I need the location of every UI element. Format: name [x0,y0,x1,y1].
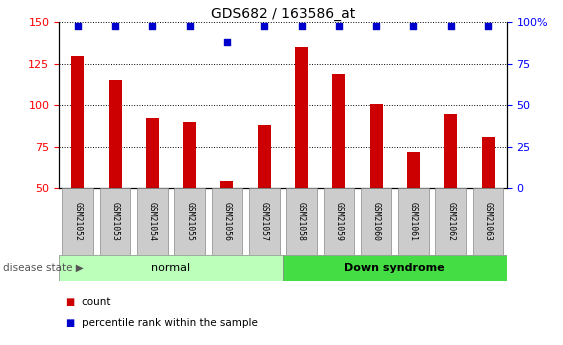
Bar [183,122,196,188]
FancyBboxPatch shape [286,188,317,255]
Text: GSM21061: GSM21061 [409,202,418,241]
Bar [481,137,494,188]
Point [260,23,269,29]
FancyBboxPatch shape [212,188,242,255]
FancyBboxPatch shape [398,188,429,255]
FancyBboxPatch shape [361,188,391,255]
Bar [370,104,383,188]
Text: GSM21062: GSM21062 [446,202,455,241]
Text: Down syndrome: Down syndrome [345,263,445,273]
Text: GSM21057: GSM21057 [260,202,269,241]
FancyBboxPatch shape [59,255,283,281]
Bar [109,80,122,188]
Text: disease state ▶: disease state ▶ [3,263,83,273]
FancyBboxPatch shape [435,188,466,255]
Point [185,23,194,29]
FancyBboxPatch shape [283,255,507,281]
Text: GSM21052: GSM21052 [73,202,82,241]
Text: GSM21060: GSM21060 [372,202,381,241]
Point [334,23,343,29]
Bar [444,114,457,188]
Text: GSM21058: GSM21058 [297,202,306,241]
FancyBboxPatch shape [62,188,93,255]
FancyBboxPatch shape [100,188,131,255]
Point [446,23,455,29]
FancyBboxPatch shape [175,188,205,255]
Text: GSM21055: GSM21055 [185,202,194,241]
Text: GSM21053: GSM21053 [110,202,119,241]
Text: GSM21059: GSM21059 [334,202,343,241]
Point [110,23,119,29]
FancyBboxPatch shape [473,188,503,255]
Text: percentile rank within the sample: percentile rank within the sample [82,318,257,327]
Text: ■: ■ [65,297,74,307]
Bar [221,181,234,188]
FancyBboxPatch shape [249,188,280,255]
Text: normal: normal [151,263,190,273]
Text: GSM21063: GSM21063 [484,202,493,241]
Point [484,23,493,29]
Bar [258,125,271,188]
Bar [407,151,420,188]
Point [73,23,82,29]
Text: ■: ■ [65,318,74,327]
Title: GDS682 / 163586_at: GDS682 / 163586_at [211,7,355,21]
Text: count: count [82,297,111,307]
FancyBboxPatch shape [137,188,168,255]
Text: GSM21056: GSM21056 [222,202,231,241]
Bar [146,118,159,188]
Bar [72,56,84,188]
Point [297,23,306,29]
Point [148,23,157,29]
Text: GSM21054: GSM21054 [148,202,157,241]
Bar [332,74,345,188]
Point [222,40,231,45]
Point [372,23,381,29]
Bar [295,47,308,188]
FancyBboxPatch shape [324,188,354,255]
Point [409,23,418,29]
